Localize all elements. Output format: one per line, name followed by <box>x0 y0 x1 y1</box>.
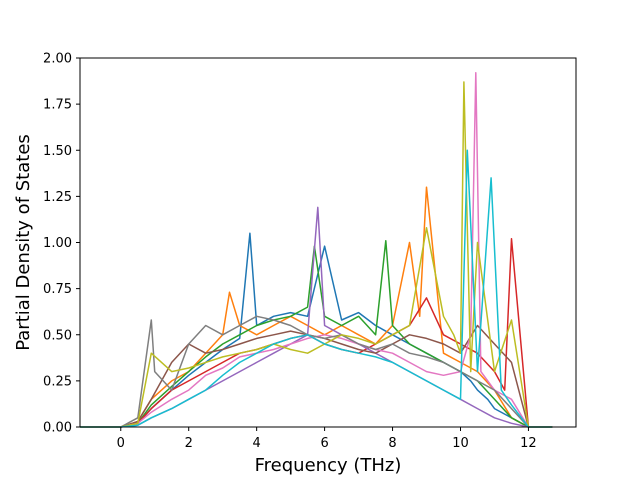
y-tick-label: 1.75 <box>43 98 72 113</box>
series-line-7 <box>80 72 553 428</box>
x-tick-label: 2 <box>185 436 193 451</box>
y-tick-label: 0.75 <box>43 282 72 297</box>
y-axis-label: Partial Density of States <box>13 134 34 351</box>
x-tick-label: 8 <box>388 436 396 451</box>
series-line-10 <box>80 149 553 428</box>
series-line-9 <box>80 81 553 428</box>
y-axis-ticks: 0.00 0.25 0.50 0.75 1.00 1.25 1.50 1.75 2.00 <box>43 52 80 436</box>
x-tick-label: 4 <box>253 436 261 451</box>
y-tick-label: 1.00 <box>43 236 72 251</box>
series-layer <box>80 72 553 428</box>
y-tick-label: 1.50 <box>43 144 72 159</box>
x-tick-label: 10 <box>452 436 469 451</box>
y-tick-label: 2.00 <box>43 52 72 67</box>
series-line-8 <box>80 315 553 428</box>
x-axis-label: Frequency (THz) <box>255 455 402 476</box>
series-line-1 <box>80 232 553 428</box>
y-tick-label: 0.50 <box>43 328 72 343</box>
y-tick-label: 0.25 <box>43 374 72 389</box>
x-tick-label: 12 <box>520 436 537 451</box>
x-axis-ticks: 0 2 4 6 8 10 12 <box>117 427 537 451</box>
y-tick-label: 0.00 <box>43 421 72 436</box>
x-tick-label: 6 <box>320 436 328 451</box>
x-tick-label: 0 <box>117 436 125 451</box>
y-tick-label: 1.25 <box>43 190 72 205</box>
